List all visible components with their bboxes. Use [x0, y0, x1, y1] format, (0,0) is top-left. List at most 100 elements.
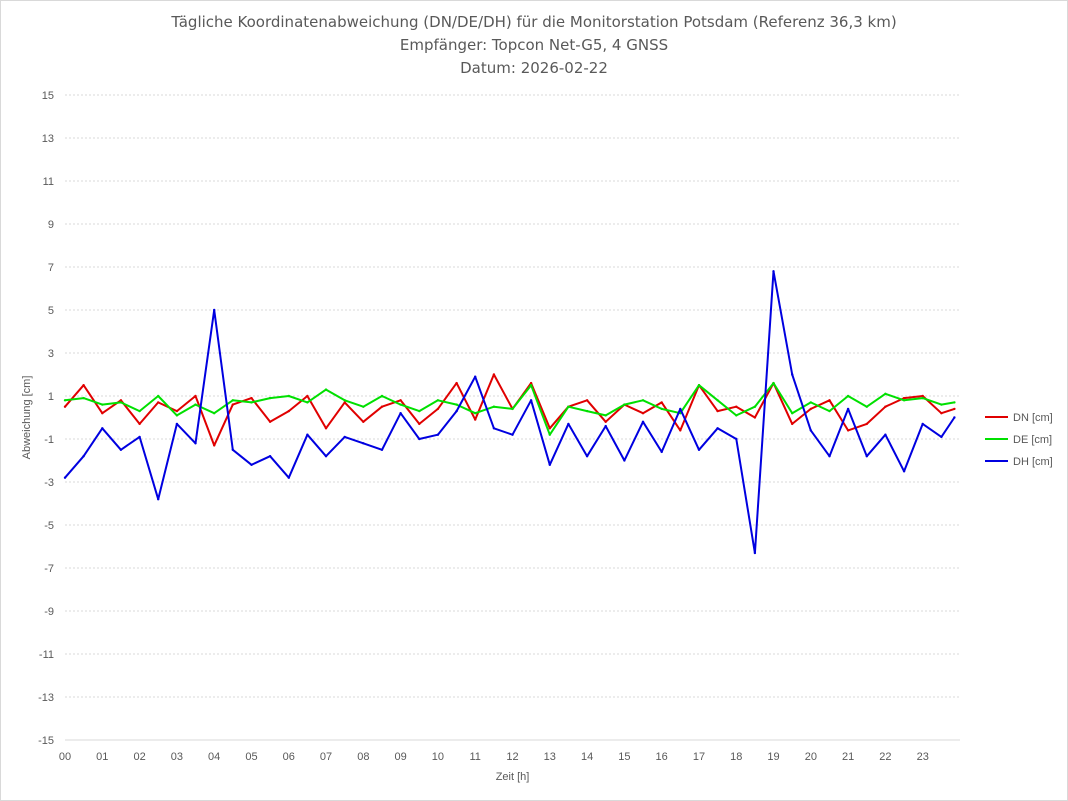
data-point [511, 433, 514, 436]
x-tick-label: 15 [618, 751, 630, 763]
data-point [548, 433, 551, 436]
data-point [865, 455, 868, 458]
data-point [380, 448, 384, 451]
data-point [604, 414, 607, 417]
data-point [287, 394, 290, 398]
data-point [623, 403, 626, 406]
x-tick-label: 11 [469, 751, 480, 763]
gridlines [65, 94, 960, 698]
data-point [921, 422, 924, 426]
x-tick-label: 23 [917, 751, 929, 763]
data-point [436, 407, 440, 411]
data-point [138, 435, 141, 439]
data-point [157, 498, 160, 501]
data-point [175, 409, 179, 413]
data-point [735, 414, 738, 417]
legend-label: DH [cm] [1013, 456, 1053, 468]
y-tick-label: 9 [48, 219, 54, 231]
y-tick-label: -5 [44, 520, 54, 532]
data-point [119, 401, 123, 404]
data-point [735, 437, 738, 441]
x-tick-label: 19 [767, 751, 779, 763]
data-point [287, 476, 290, 479]
data-point [641, 412, 645, 415]
x-tick-label: 21 [842, 751, 854, 763]
data-point [82, 384, 85, 387]
data-point [828, 455, 831, 458]
series-group [63, 270, 956, 555]
y-tick-label: -15 [38, 735, 54, 747]
data-point [231, 399, 234, 402]
data-point [548, 427, 551, 430]
data-point [418, 422, 421, 426]
data-point [753, 416, 757, 419]
data-point [828, 409, 831, 413]
data-point [362, 420, 365, 423]
data-point [884, 405, 887, 408]
y-tick-label: 7 [48, 262, 54, 274]
data-point [511, 407, 514, 411]
data-point [940, 435, 943, 439]
x-tick-label: 16 [656, 751, 668, 763]
data-point [455, 409, 458, 413]
data-point [846, 407, 850, 411]
data-point [82, 396, 85, 400]
data-point [660, 450, 663, 454]
data-point [399, 399, 402, 402]
data-point [660, 407, 663, 411]
data-point [138, 422, 141, 426]
legend-label: DE [cm] [1013, 434, 1052, 446]
x-tick-label: 08 [357, 751, 369, 763]
data-point [716, 399, 719, 402]
data-point [623, 459, 626, 462]
data-point [380, 405, 384, 408]
data-point [641, 399, 645, 402]
data-point [343, 435, 346, 439]
data-point [953, 416, 956, 419]
data-point [138, 409, 141, 413]
data-point [716, 427, 719, 430]
data-point [324, 427, 328, 430]
x-axis-title: Zeit [h] [496, 771, 530, 783]
data-point [791, 422, 794, 426]
data-point [343, 401, 346, 404]
data-point [884, 392, 887, 395]
data-point [194, 394, 197, 398]
y-tick-label: -3 [44, 477, 54, 489]
data-point [567, 422, 570, 426]
data-point [306, 433, 309, 436]
x-tick-label: 05 [245, 751, 257, 763]
x-tick-label: 17 [693, 751, 705, 763]
data-point [902, 396, 906, 400]
data-point [735, 405, 738, 408]
data-point [175, 414, 179, 417]
data-point [846, 429, 850, 432]
data-point [324, 455, 328, 458]
data-point [268, 396, 272, 400]
data-point [399, 412, 402, 415]
y-tick-label: 11 [43, 176, 54, 188]
data-point [902, 470, 906, 473]
data-point [604, 424, 607, 428]
legend: DN [cm] DE [cm] DH [cm] [985, 412, 1053, 468]
data-point [679, 407, 682, 411]
data-point [921, 394, 924, 398]
y-tick-label: 15 [42, 90, 54, 102]
data-point [306, 394, 309, 398]
y-axis-title: Abweichung [cm] [21, 376, 33, 460]
data-point [474, 412, 477, 415]
y-tick-label: -7 [44, 563, 54, 575]
x-tick-label: 10 [432, 751, 444, 763]
x-tick-label: 13 [544, 751, 556, 763]
data-point [791, 373, 794, 376]
chart-title: Tägliche Koordinatenabweichung (DN/DE/DH… [171, 13, 897, 31]
x-tick-label: 14 [581, 751, 593, 763]
data-point [250, 463, 253, 466]
data-point [101, 403, 104, 406]
chart-date: Datum: 2026-02-22 [460, 59, 608, 77]
data-point [268, 420, 272, 423]
x-tick-label: 04 [208, 751, 220, 763]
data-point [953, 401, 956, 404]
data-point [567, 405, 570, 408]
